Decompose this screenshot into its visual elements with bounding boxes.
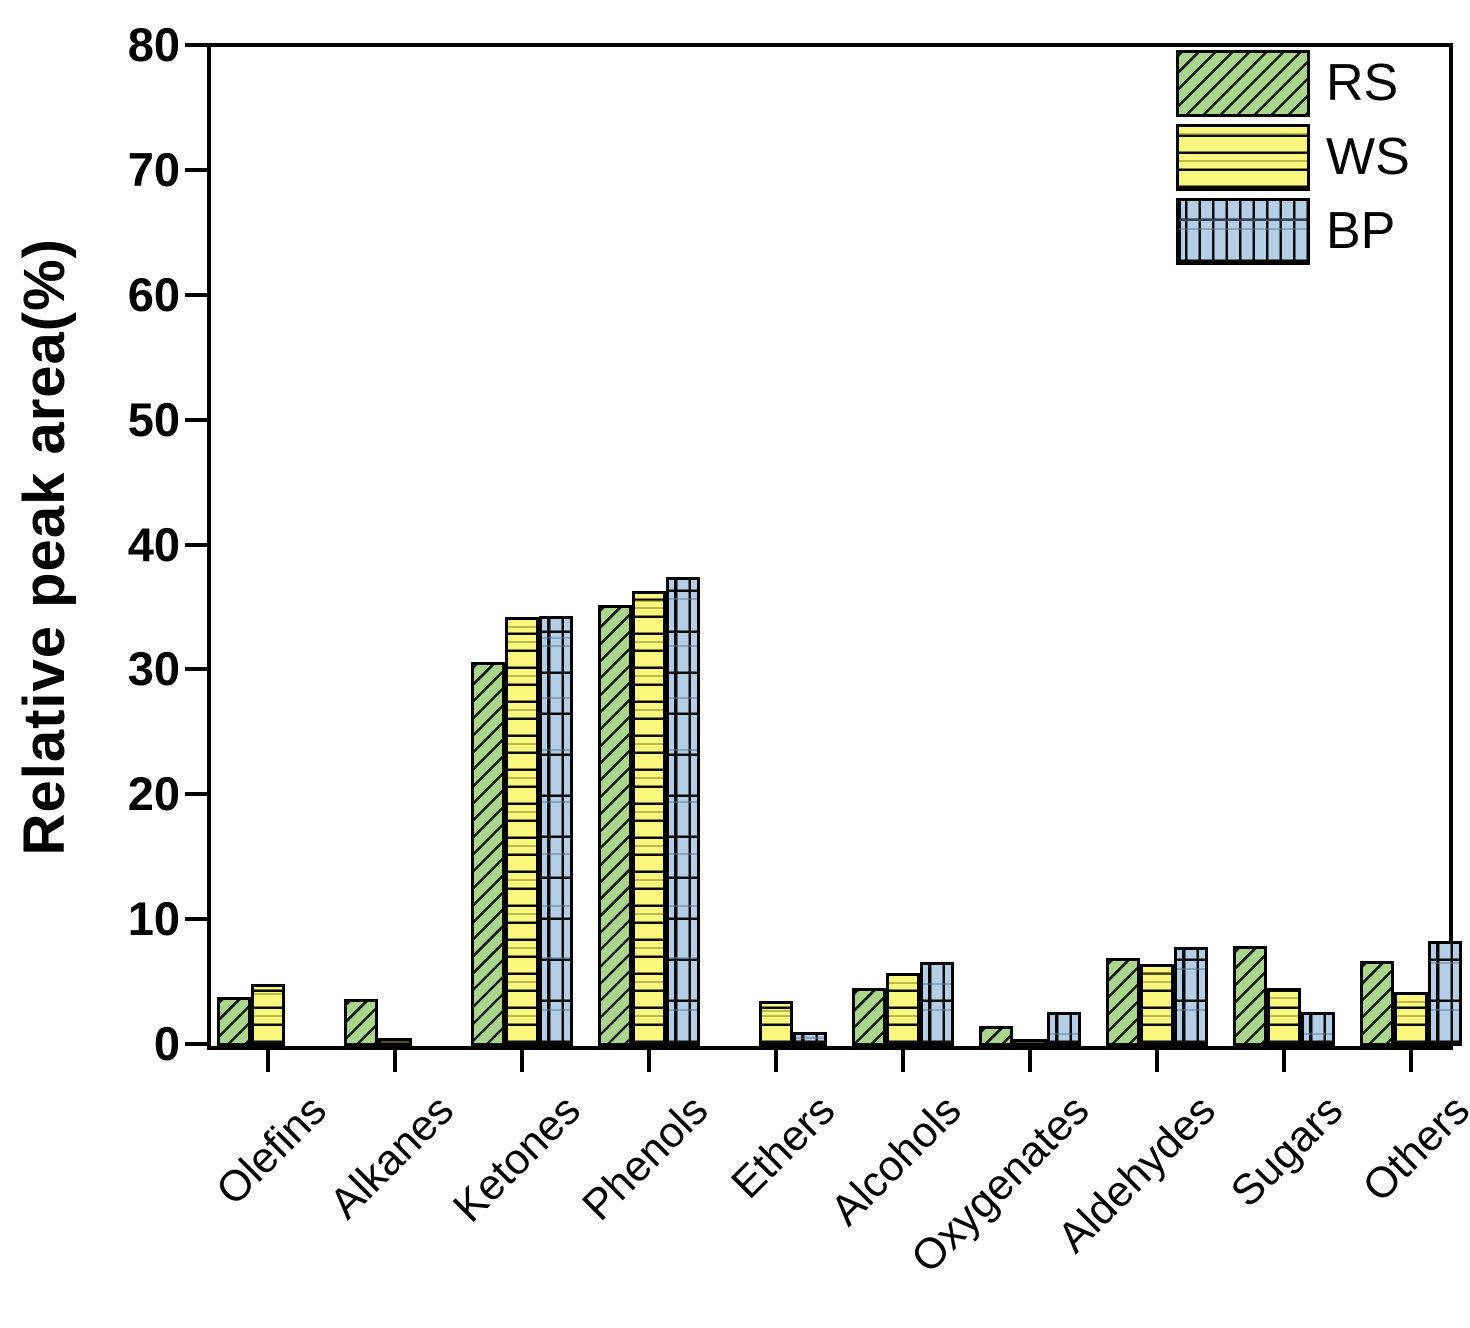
- bar-WS-Oxygenates: [1013, 1039, 1047, 1046]
- bar-RS-Phenols: [598, 604, 632, 1046]
- y-tick: [185, 43, 207, 47]
- x-tick: [393, 1048, 397, 1072]
- bar-RS-Olefins: [217, 996, 251, 1046]
- bar-WS-Ketones: [505, 617, 539, 1046]
- legend-label-WS: WS: [1326, 128, 1410, 186]
- bar-WS-Others: [1394, 991, 1428, 1046]
- bar-RS-Alcohols: [852, 988, 886, 1046]
- bar-WS-Olefins: [251, 984, 285, 1046]
- y-tick-label: 30: [127, 642, 180, 696]
- y-tick-label: 50: [127, 392, 180, 446]
- x-tick: [647, 1048, 651, 1072]
- category-label: Ethers: [722, 1086, 844, 1208]
- y-tick-label: 0: [153, 1017, 180, 1070]
- y-tick-label: 20: [127, 767, 180, 821]
- y-tick-label: 40: [127, 517, 180, 571]
- bar-RS-Aldehydes: [1106, 958, 1140, 1046]
- bar-BP-Sugars: [1301, 1011, 1335, 1046]
- bar-RS-Ketones: [471, 662, 505, 1046]
- y-tick-label: 70: [127, 142, 180, 196]
- bar-BP-Phenols: [666, 577, 700, 1046]
- bar-BP-Oxygenates: [1047, 1011, 1081, 1046]
- x-tick: [774, 1048, 778, 1072]
- bar-WS-Ethers: [759, 1000, 793, 1046]
- legend-label-BP: BP: [1326, 202, 1396, 260]
- y-tick-label: 60: [127, 267, 180, 321]
- category-label: Others: [1353, 1086, 1470, 1212]
- y-tick: [185, 292, 207, 297]
- x-tick: [1155, 1048, 1159, 1072]
- bar-WS-Alkanes: [378, 1038, 412, 1046]
- legend-swatch-BP: [1176, 198, 1310, 265]
- y-tick: [185, 917, 207, 922]
- x-tick: [901, 1048, 905, 1072]
- bar-WS-Aldehydes: [1140, 964, 1174, 1046]
- bar-BP-Others: [1428, 940, 1462, 1046]
- x-tick: [1409, 1048, 1413, 1072]
- plot-area: [207, 43, 1462, 1050]
- bar-BP-Alcohols: [920, 961, 954, 1046]
- y-tick: [185, 667, 207, 672]
- bar-WS-Alcohols: [886, 973, 920, 1046]
- category-label: Sugars: [1221, 1086, 1352, 1217]
- category-label: Phenols: [573, 1086, 717, 1230]
- bar-RS-Alkanes: [344, 999, 378, 1046]
- y-tick: [185, 792, 207, 797]
- y-tick-label: 80: [127, 18, 180, 71]
- category-label: Ketones: [444, 1086, 590, 1232]
- bar-BP-Ketones: [539, 615, 573, 1046]
- category-label: Alkanes: [320, 1086, 463, 1229]
- x-tick: [266, 1048, 270, 1072]
- x-tick: [1028, 1048, 1032, 1072]
- bar-RS-Oxygenates: [979, 1025, 1013, 1046]
- y-tick-label: 10: [127, 892, 180, 946]
- y-tick: [185, 1042, 207, 1046]
- legend-swatch-RS: [1176, 50, 1310, 117]
- bar-WS-Sugars: [1267, 988, 1301, 1046]
- bar-BP-Ethers: [793, 1031, 827, 1046]
- bar-RS-Sugars: [1233, 945, 1267, 1046]
- x-tick: [520, 1048, 524, 1072]
- x-tick: [1282, 1048, 1286, 1072]
- y-tick: [185, 542, 207, 547]
- y-tick: [185, 167, 207, 172]
- bar-RS-Others: [1360, 960, 1394, 1046]
- category-label: Olefins: [207, 1086, 336, 1215]
- legend-swatch-WS: [1176, 124, 1310, 191]
- y-tick: [185, 417, 207, 422]
- bar-WS-Phenols: [632, 590, 666, 1046]
- legend-label-RS: RS: [1326, 54, 1399, 112]
- bar-BP-Aldehydes: [1174, 946, 1208, 1046]
